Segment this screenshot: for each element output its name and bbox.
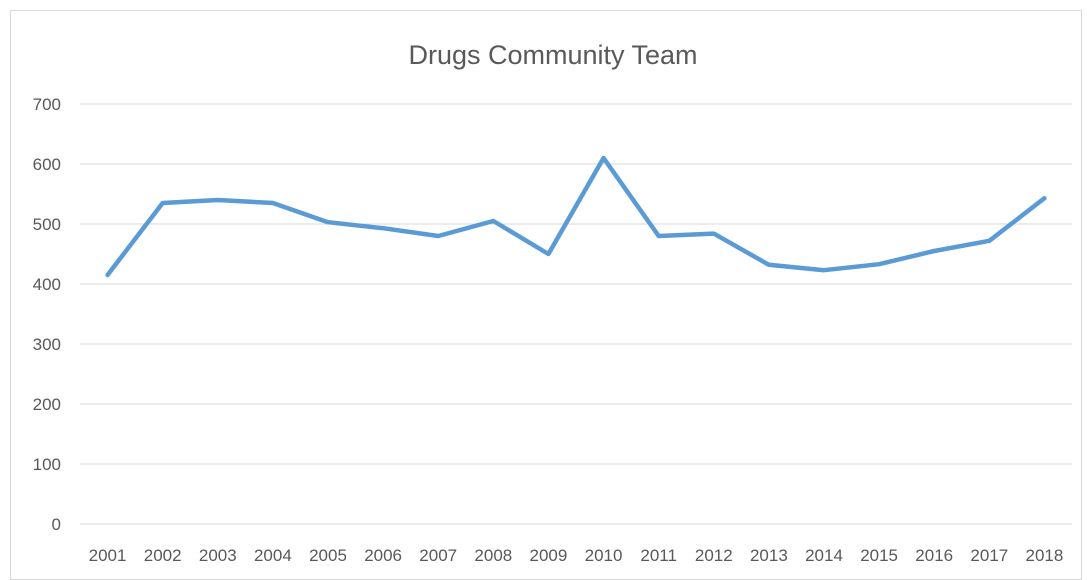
x-tick-label: 2004 (254, 546, 292, 565)
x-tick-label: 2017 (970, 546, 1008, 565)
series-line (108, 158, 1045, 275)
x-tick-label: 2001 (89, 546, 127, 565)
x-tick-label: 2011 (640, 546, 677, 565)
x-tick-label: 2012 (695, 546, 733, 565)
x-tick-label: 2003 (199, 546, 237, 565)
y-tick-label: 700 (33, 95, 61, 114)
x-tick-label: 2013 (750, 546, 788, 565)
x-tick-label: 2018 (1026, 546, 1064, 565)
y-tick-label: 400 (33, 275, 61, 294)
y-tick-label: 500 (33, 215, 61, 234)
x-tick-label: 2016 (915, 546, 953, 565)
x-axis-tick-labels: 2001 2002 2003 2004 2005 2006 2007 2008 2009 2010… (89, 546, 1064, 565)
x-tick-label: 2007 (419, 546, 457, 565)
x-tick-label: 2014 (805, 546, 843, 565)
y-tick-label: 200 (33, 395, 61, 414)
x-tick-label: 2009 (530, 546, 568, 565)
y-tick-label: 0 (52, 515, 61, 534)
gridlines (80, 104, 1072, 524)
series-group (107, 158, 1044, 275)
y-tick-label: 300 (33, 335, 61, 354)
x-tick-label: 2015 (860, 546, 898, 565)
x-tick-label: 2005 (309, 546, 347, 565)
y-tick-label: 600 (33, 155, 61, 174)
x-tick-label: 2006 (364, 546, 402, 565)
chart-title: Drugs Community Team (408, 40, 697, 70)
y-tick-label: 100 (33, 455, 61, 474)
x-tick-label: 2010 (585, 546, 623, 565)
x-tick-label: 2008 (474, 546, 512, 565)
x-tick-label: 2002 (144, 546, 182, 565)
y-axis-tick-labels: 0 100 200 300 400 500 600 700 (33, 95, 61, 534)
